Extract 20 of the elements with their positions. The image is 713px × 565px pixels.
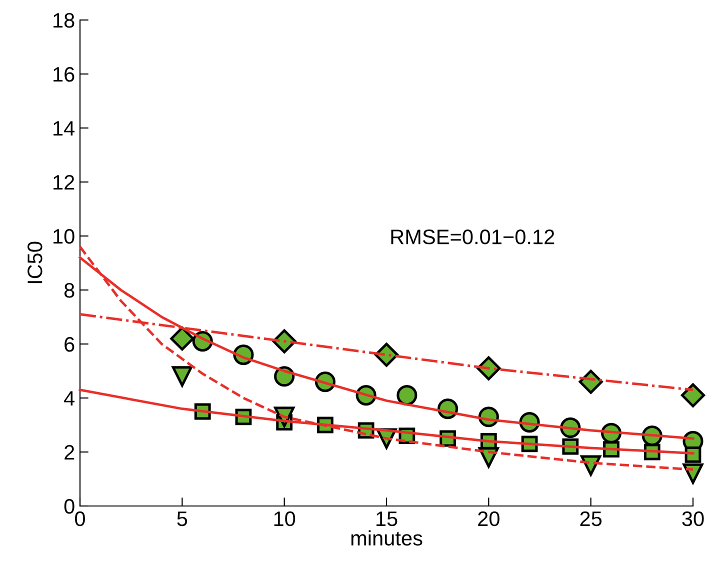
x-tick-label: 15 — [376, 512, 398, 526]
x-tick-label: 0 — [75, 511, 85, 526]
x-tick-label: 10 — [274, 511, 296, 526]
y-tick-label: 2 — [64, 445, 74, 460]
y-tick-label: 4 — [64, 391, 75, 406]
x-tick-label: 30 — [682, 511, 704, 526]
y-tick-label: 6 — [64, 337, 74, 352]
y-tick-label: 0 — [64, 499, 74, 514]
y-tick-label: 16 — [54, 67, 74, 82]
x-axis-title: minutes — [351, 530, 422, 546]
y-tick-label: 10 — [54, 229, 74, 244]
x-tick-label: 5 — [177, 512, 188, 526]
x-tick-label: 25 — [580, 511, 602, 526]
annotation: RMSE=0.01−0.12 — [391, 230, 554, 244]
y-tick-label: 12 — [54, 175, 74, 190]
y-tick-label: 14 — [54, 121, 75, 136]
y-tick-label: 18 — [54, 13, 74, 28]
y-axis-title: IC50 — [28, 242, 42, 284]
y-tick-label: 8 — [64, 283, 74, 298]
x-tick-label: 20 — [478, 511, 500, 526]
